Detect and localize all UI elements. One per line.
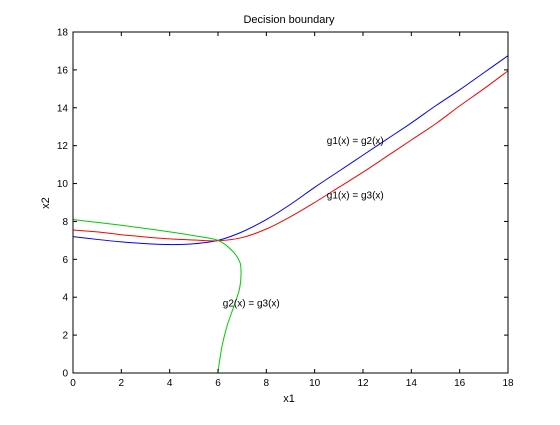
- x-tick-label: 0: [70, 378, 76, 389]
- x-tick-label: 14: [406, 378, 418, 389]
- x-axis-label: x1: [283, 393, 295, 405]
- x-tick-label: 18: [502, 378, 514, 389]
- y-tick-label: 8: [62, 217, 68, 228]
- annotation-layer: g1(x) = g2(x) g1(x) = g3(x) g2(x) = g3(x): [223, 136, 384, 310]
- x-tick-label: 8: [264, 378, 270, 389]
- x-tick-label: 2: [119, 378, 125, 389]
- y-tick-label: 0: [62, 369, 68, 380]
- plot-frame: [72, 31, 509, 374]
- y-tick-label: 2: [62, 331, 68, 342]
- series-line-2: [72, 70, 509, 242]
- x-tick-label: 4: [167, 378, 173, 389]
- y-tick-label: 12: [57, 141, 69, 152]
- x-tick-label: 12: [357, 378, 369, 389]
- series-line-3: [72, 219, 242, 374]
- annotation-1: g1(x) = g2(x): [327, 136, 384, 147]
- y-axis-label: x2: [40, 197, 52, 209]
- y-tick-label: 14: [57, 103, 69, 114]
- x-tick-label: 16: [454, 378, 466, 389]
- y-tick-label: 4: [62, 293, 68, 304]
- annotation-3: g2(x) = g3(x): [223, 299, 280, 310]
- series-line-1: [72, 55, 509, 246]
- y-tick-label: 18: [57, 28, 69, 39]
- x-tick-label: 6: [215, 378, 221, 389]
- tick-layer: 0 2 4 6 8 10 12 14 16 18 0 2 4 6 8 10 12 14 16 18: [57, 28, 514, 390]
- y-tick-label: 16: [57, 65, 69, 76]
- plot-area: [73, 32, 508, 373]
- y-tick-label: 10: [57, 179, 69, 190]
- series-layer: [72, 55, 509, 374]
- x-tick-label: 10: [309, 378, 321, 389]
- y-tick-label: 6: [62, 255, 68, 266]
- chart-title: Decision boundary: [243, 14, 335, 26]
- annotation-2: g1(x) = g3(x): [327, 191, 384, 202]
